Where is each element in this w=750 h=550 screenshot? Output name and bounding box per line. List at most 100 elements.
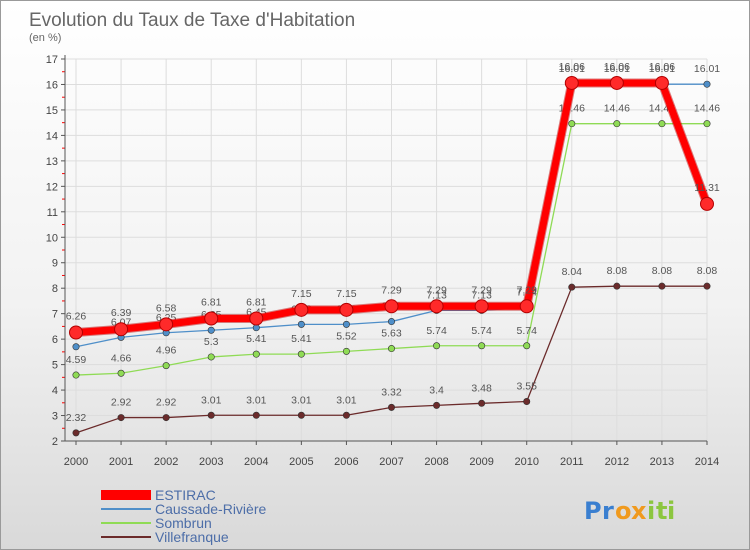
data-label: 2.32	[66, 412, 87, 424]
legend-item: Villefranque	[101, 529, 229, 545]
x-tick-label: 2014	[695, 456, 719, 468]
data-label: 14.46	[694, 103, 720, 115]
data-label: 5.74	[516, 325, 537, 337]
data-point	[384, 299, 399, 314]
series-sombrun: 4.59 4.66 4.96 5.3 5.41 5.41 5.52 5.63 5.74 5.74 5…	[66, 103, 720, 379]
x-tick-label: 2006	[334, 456, 358, 468]
logo-letter: i	[647, 497, 655, 525]
data-label: 4.96	[156, 345, 177, 357]
data-label: 7.29	[381, 284, 402, 296]
data-point	[297, 350, 305, 358]
x-tick-label: 2001	[109, 456, 133, 468]
data-point	[474, 299, 489, 314]
data-label: 8.08	[697, 265, 718, 277]
logo-letter: x	[631, 497, 647, 525]
y-tick-label: 14	[46, 130, 58, 142]
y-tick-label: 6	[52, 334, 58, 346]
legend-item: Sombrun	[101, 515, 212, 531]
data-point	[564, 75, 579, 90]
data-label: 5.52	[336, 330, 357, 342]
data-label: 5.41	[291, 333, 312, 345]
series-villefranque: 2.32 2.92 2.92 3.01 3.01 3.01 3.01 3.32 3.4 3.48 3…	[66, 265, 718, 437]
data-point	[519, 299, 534, 314]
data-point	[207, 353, 215, 361]
data-label: 16.01	[604, 63, 630, 75]
data-point	[342, 411, 350, 419]
data-point	[703, 282, 711, 290]
data-point	[654, 75, 669, 90]
x-tick-label: 2000	[64, 456, 88, 468]
x-tick-label: 2007	[379, 456, 403, 468]
data-point	[568, 120, 576, 128]
data-label: 3.01	[336, 394, 357, 406]
data-label: 16.06	[559, 61, 585, 73]
legend-item: ESTIRAC	[101, 487, 216, 503]
data-point	[162, 362, 170, 370]
data-label: 5.41	[246, 333, 267, 345]
data-point	[703, 80, 711, 88]
x-tick-label: 2012	[605, 456, 629, 468]
y-tick-label: 16	[46, 79, 58, 91]
data-label: 3.01	[291, 394, 312, 406]
series-lines: 2.32 2.92 2.92 3.01 3.01 3.01 3.01 3.32 3.4 3.48 3…	[66, 61, 720, 437]
logo-letter: t	[656, 497, 667, 525]
data-point	[478, 342, 486, 350]
y-tick-label: 17	[46, 54, 58, 66]
y-tick-label: 11	[47, 207, 58, 219]
logo-letter: o	[615, 497, 632, 525]
x-tick-label: 2005	[289, 456, 313, 468]
data-label: 7.13	[471, 289, 492, 301]
data-label: 3.48	[471, 382, 492, 394]
x-tick-label: 2013	[650, 456, 674, 468]
data-point	[294, 302, 309, 317]
data-point	[297, 411, 305, 419]
data-label: 7.15	[336, 288, 357, 300]
x-tick-label: 2004	[244, 456, 268, 468]
y-tick-label: 15	[46, 105, 58, 117]
data-label: 6.26	[66, 311, 87, 323]
data-label: 3.4	[429, 384, 444, 396]
data-point	[429, 299, 444, 314]
legend: ESTIRACCaussade-RivièreSombrunVillefranq…	[101, 487, 266, 545]
legend-label: Sombrun	[155, 515, 212, 531]
data-label: 7.13	[426, 289, 447, 301]
x-tick-label: 2011	[560, 456, 584, 468]
data-point	[613, 282, 621, 290]
data-point	[387, 318, 395, 326]
y-tick-label: 10	[46, 232, 58, 244]
data-label: 3.55	[516, 381, 537, 393]
logo-letter: P	[584, 497, 602, 525]
y-tick-label: 2	[52, 436, 58, 448]
data-point	[162, 414, 170, 422]
data-point	[658, 120, 666, 128]
data-label: 14.46	[604, 103, 630, 115]
legend-label: Caussade-Rivière	[155, 501, 266, 517]
data-label: 4.59	[66, 354, 87, 366]
data-label: 16.01	[694, 63, 720, 75]
data-point	[72, 429, 80, 437]
data-point	[609, 75, 624, 90]
data-label: 5.74	[426, 325, 447, 337]
data-point	[658, 282, 666, 290]
data-point	[613, 120, 621, 128]
data-point	[69, 325, 83, 340]
data-label: 6.58	[156, 302, 177, 314]
data-point	[117, 369, 125, 377]
data-label: 16.06	[649, 61, 675, 73]
grid	[65, 58, 708, 442]
data-point	[207, 326, 215, 334]
y-tick-label: 8	[52, 283, 58, 295]
data-point	[478, 399, 486, 407]
data-point	[114, 322, 129, 337]
data-point	[568, 283, 576, 291]
data-label: 11.31	[694, 182, 720, 194]
data-label: 6.81	[201, 297, 222, 309]
data-label: 7.29	[471, 284, 492, 296]
data-point	[117, 414, 125, 422]
data-label: 8.08	[607, 265, 628, 277]
data-label: 6.81	[246, 297, 267, 309]
data-label: 16.01	[559, 63, 585, 75]
data-point	[204, 311, 219, 326]
chart-subtitle: (en %)	[29, 32, 61, 44]
